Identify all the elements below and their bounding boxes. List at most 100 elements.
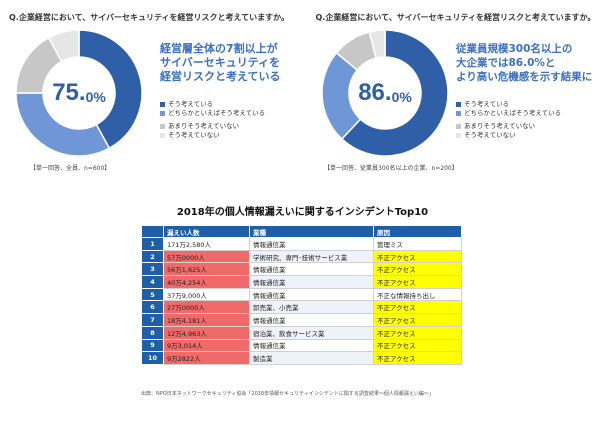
rank-cell: 9 bbox=[141, 338, 164, 353]
legend-swatch bbox=[456, 102, 461, 107]
center-percentage-number: 75. bbox=[52, 79, 86, 106]
leak-count-cell: 12万4,963人 bbox=[163, 325, 250, 340]
survey-panel-all: Q.企業経営において、サイバーセキュリティを経営リスクと考えていますか。 75.… bbox=[0, 0, 298, 182]
donut-svg bbox=[321, 29, 449, 157]
donut-svg bbox=[15, 29, 143, 157]
donut-slice bbox=[340, 29, 449, 157]
industry-cell: 情報通信業 bbox=[249, 262, 374, 277]
legend-swatch bbox=[456, 133, 461, 138]
leak-count-cell: 40万4,254人 bbox=[163, 275, 250, 289]
table-row: 2 57万0000人 学術研究、専門･技術サービス業 不正アクセス bbox=[141, 249, 462, 264]
industry-cell: 情報通信業 bbox=[249, 275, 374, 289]
rank-cell: 5 bbox=[141, 287, 164, 302]
leak-count-cell: 9万3,014人 bbox=[163, 338, 250, 353]
industry-cell: 宿泊業、飲食サービス業 bbox=[249, 325, 374, 340]
legend-item: どちらかといえばそう考えている bbox=[456, 109, 561, 118]
cause-cell: 管理ミス bbox=[373, 237, 462, 251]
center-percentage-unit: 0% bbox=[85, 89, 106, 105]
legend-item: あまりそう考えていない bbox=[456, 122, 561, 131]
rank-cell: 1 bbox=[141, 237, 164, 251]
donut-chart: 75. 0% bbox=[14, 28, 144, 158]
legend-label: そう考えている bbox=[168, 100, 214, 108]
cause-cell: 不正な情報持ち出し bbox=[373, 287, 462, 302]
table-row: 3 56万1,625人 情報通信業 不正アクセス bbox=[141, 262, 462, 277]
legend-swatch bbox=[160, 133, 165, 138]
source-note: 出典：NPO日本ネットワークセキュリティ協会「2018年情報セキュリティインシデ… bbox=[141, 391, 434, 397]
leak-count-cell: 56万1,625人 bbox=[163, 262, 250, 277]
legend-label: そう考えていない bbox=[464, 131, 516, 139]
leak-count-cell: 171万2,580人 bbox=[163, 237, 250, 251]
rank-cell: 8 bbox=[141, 325, 164, 340]
donut-slice bbox=[78, 29, 143, 150]
center-percentage-number: 86. bbox=[358, 79, 392, 106]
survey-panel-large-companies: Q.企業経営において、サイバーセキュリティを経営リスクと考えていますか。 86.… bbox=[306, 0, 605, 182]
legend-label: あまりそう考えていない bbox=[464, 122, 536, 130]
table-row: 8 12万4,963人 宿泊業、飲食サービス業 不正アクセス bbox=[141, 325, 462, 340]
legend-item: そう考えていない bbox=[160, 131, 265, 140]
callout-line: 大企業では86.0%と bbox=[456, 57, 556, 69]
donut-slice bbox=[15, 92, 111, 157]
leak-count-cell: 57万0000人 bbox=[163, 249, 250, 264]
industry-cell: 情報通信業 bbox=[249, 313, 374, 327]
industry-cell: 情報通信業 bbox=[249, 287, 374, 302]
rank-cell: 7 bbox=[141, 313, 164, 327]
table-row: 10 9万2822人 製造業 不正アクセス bbox=[141, 351, 462, 365]
legend-label: そう考えている bbox=[464, 100, 510, 108]
legend: そう考えている どちらかといえばそう考えている あまりそう考えていない そう考えていな… bbox=[456, 100, 561, 140]
cause-cell: 不正アクセス bbox=[373, 300, 462, 315]
legend-swatch bbox=[456, 111, 461, 116]
rank-cell: 2 bbox=[141, 249, 164, 264]
legend-item: そう考えている bbox=[160, 100, 265, 109]
table-row: 1 171万2,580人 情報通信業 管理ミス bbox=[141, 237, 462, 251]
industry-cell: 情報通信業 bbox=[249, 237, 374, 251]
legend-label: あまりそう考えていない bbox=[168, 122, 240, 130]
legend: そう考えている どちらかといえばそう考えている あまりそう考えていない そう考えていな… bbox=[160, 100, 265, 140]
legend-item: そう考えている bbox=[456, 100, 561, 109]
column-header bbox=[141, 225, 164, 238]
table-title: 2018年の個人情報漏えいに関するインシデントTop10 bbox=[176, 207, 429, 218]
legend-item: どちらかといえばそう考えている bbox=[160, 109, 265, 118]
industry-cell: 情報通信業 bbox=[249, 338, 374, 353]
question-title: Q.企業経営において、サイバーセキュリティを経営リスクと考えていますか。 bbox=[9, 13, 289, 22]
column-header: 原因 bbox=[373, 225, 462, 238]
legend-label: そう考えていない bbox=[168, 131, 220, 139]
leak-count-cell: 37万9,000人 bbox=[163, 287, 250, 302]
table-row: 7 18万4,181人 情報通信業 不正アクセス bbox=[141, 313, 462, 327]
leak-count-cell: 27万0000人 bbox=[163, 300, 250, 315]
industry-cell: 卸売業、小売業 bbox=[249, 300, 374, 315]
legend-label: どちらかといえばそう考えている bbox=[168, 109, 266, 117]
legend-item: そう考えていない bbox=[456, 131, 561, 140]
table-row: 6 27万0000人 卸売業、小売業 不正アクセス bbox=[141, 300, 462, 315]
callout-text: 従業員規模300名以上の 大企業では86.0%と より高い危機感を示す結果に bbox=[456, 42, 592, 84]
table-row: 4 40万4,254人 情報通信業 不正アクセス bbox=[141, 275, 462, 289]
industry-cell: 学術研究、専門･技術サービス業 bbox=[249, 249, 374, 264]
center-percentage-unit: 0% bbox=[391, 89, 412, 105]
callout-line: より高い危機感を示す結果に bbox=[456, 71, 593, 83]
legend-item: あまりそう考えていない bbox=[160, 122, 265, 131]
column-header: 漏えい人数 bbox=[163, 225, 250, 238]
legend-label: どちらかといえばそう考えている bbox=[464, 109, 562, 117]
sample-footnote: 【単一回答、全員、n=600】 bbox=[30, 165, 111, 172]
legend-swatch bbox=[456, 124, 461, 129]
sample-footnote: 【単一回答、従業員300名以上の企業、n=200】 bbox=[324, 165, 458, 172]
industry-cell: 製造業 bbox=[249, 351, 374, 365]
incident-table: 漏えい人数 業種 原因 1 171万2,580人 情報通信業 管理ミス 2 57万0000… bbox=[141, 225, 462, 365]
center-percentage: 86. 0% bbox=[320, 28, 450, 158]
callout-line: 従業員規模300名以上の bbox=[456, 43, 573, 55]
callout-line: 経営層全体の7割以上が bbox=[160, 42, 278, 55]
callout-line: 経営リスクと考えている bbox=[160, 70, 281, 83]
callout-line: サイバーセキュリティを bbox=[160, 56, 281, 69]
donut-slice bbox=[47, 29, 80, 63]
column-header: 業種 bbox=[249, 225, 374, 238]
cause-cell: 不正アクセス bbox=[373, 262, 462, 277]
table-row: 5 37万9,000人 情報通信業 不正な情報持ち出し bbox=[141, 287, 462, 302]
rank-cell: 4 bbox=[141, 275, 164, 289]
legend-swatch bbox=[160, 111, 165, 116]
donut-slice bbox=[368, 29, 386, 60]
leak-count-cell: 18万4,181人 bbox=[163, 313, 250, 327]
rank-cell: 6 bbox=[141, 300, 164, 315]
cause-cell: 不正アクセス bbox=[373, 249, 462, 264]
donut-chart: 86. 0% bbox=[320, 28, 450, 158]
callout-text: 経営層全体の7割以上が サイバーセキュリティを 経営リスクと考えている bbox=[160, 42, 280, 84]
leak-count-cell: 9万2822人 bbox=[163, 351, 250, 365]
